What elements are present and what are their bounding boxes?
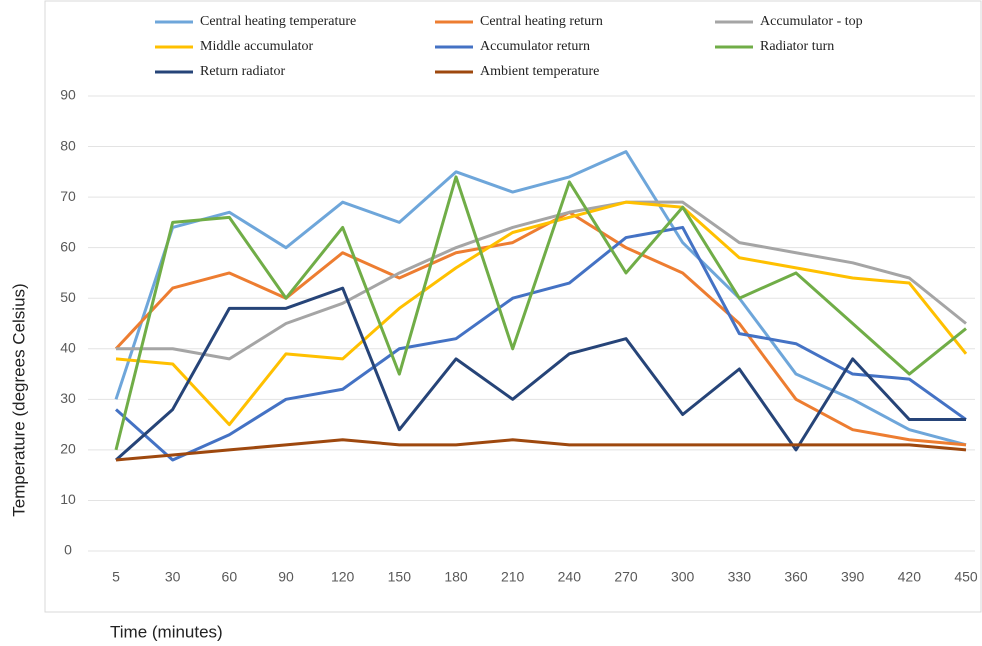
x-tick-label: 30	[165, 569, 181, 585]
series-line	[115, 225, 967, 462]
legend-label: Radiator turn	[760, 39, 834, 54]
legend-label: Central heating temperature	[200, 14, 356, 29]
legend-label: Accumulator - top	[760, 14, 863, 29]
x-tick-label: 5	[112, 569, 120, 585]
series-line	[114, 210, 967, 447]
x-tick-label: 270	[614, 569, 638, 585]
x-tick-label: 240	[558, 569, 582, 585]
legend-label: Return radiator	[200, 64, 285, 79]
chart-border	[44, 0, 982, 613]
x-tick-label: 210	[501, 569, 525, 585]
y-tick-label: 90	[60, 87, 76, 103]
series-line	[115, 286, 966, 462]
legend-label: Middle accumulator	[200, 39, 313, 54]
legend-label: Central heating return	[480, 14, 603, 29]
x-tick-label: 150	[388, 569, 412, 585]
legend-label: Accumulator return	[480, 39, 590, 54]
y-tick-label: 70	[60, 188, 76, 204]
x-tick-label: 120	[331, 569, 355, 585]
x-tick-label: 360	[784, 569, 808, 585]
x-tick-label: 420	[898, 569, 922, 585]
y-tick-label: 10	[60, 491, 76, 507]
x-tick-label: 180	[444, 569, 468, 585]
x-tick-label: 390	[841, 569, 865, 585]
y-tick-label: 60	[60, 238, 76, 254]
y-tick-label: 40	[60, 339, 76, 355]
x-tick-label: 330	[728, 569, 752, 585]
x-tick-label: 450	[954, 569, 978, 585]
series-line	[116, 200, 967, 361]
y-tick-label: 50	[60, 289, 76, 305]
series-line	[115, 438, 967, 462]
x-tick-label: 60	[222, 569, 238, 585]
x-tick-label: 300	[671, 569, 695, 585]
y-tick-label: 20	[60, 441, 76, 457]
legend: Central heating temperature Central heati…	[155, 14, 863, 79]
y-tick-label: 30	[60, 390, 76, 406]
y-tick-label: 80	[60, 137, 76, 153]
x-tick-label: 90	[278, 569, 294, 585]
legend-label: Ambient temperature	[480, 64, 599, 79]
series-line	[114, 175, 967, 451]
y-tick-label: 0	[64, 542, 72, 558]
series-line	[114, 150, 967, 447]
y-axis-label: Temperature (degrees Celsius)	[9, 283, 28, 516]
x-axis-label: Time (minutes)	[110, 622, 223, 641]
series-line	[115, 200, 968, 427]
